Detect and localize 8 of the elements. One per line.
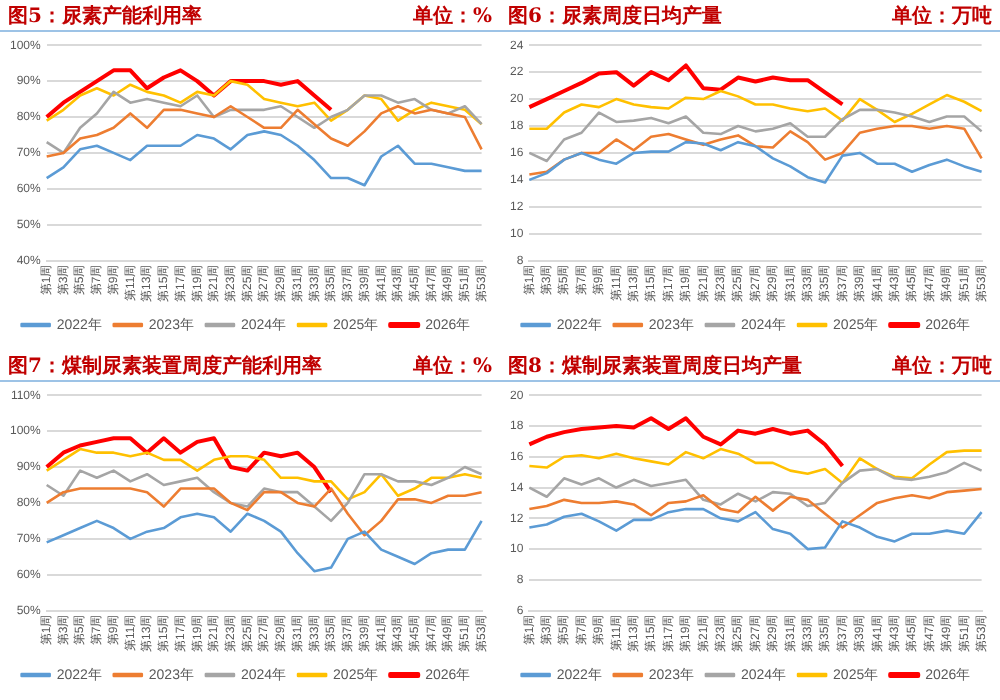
chart-subtitle: 单位：% (412, 3, 492, 29)
chart-title: 图5：尿素产能利用率 (8, 2, 202, 29)
chart-title: 图7：煤制尿素装置周度产能利用率 (8, 352, 322, 379)
chart-subtitle: 单位：万吨 (892, 353, 992, 379)
chart-title: 图6：尿素周度日均产量 (508, 2, 722, 29)
chart-title: 图8：煤制尿素装置周度日均产量 (508, 352, 802, 379)
chart-subtitle: 单位：% (412, 353, 492, 379)
chart-subtitle: 单位：万吨 (892, 3, 992, 29)
